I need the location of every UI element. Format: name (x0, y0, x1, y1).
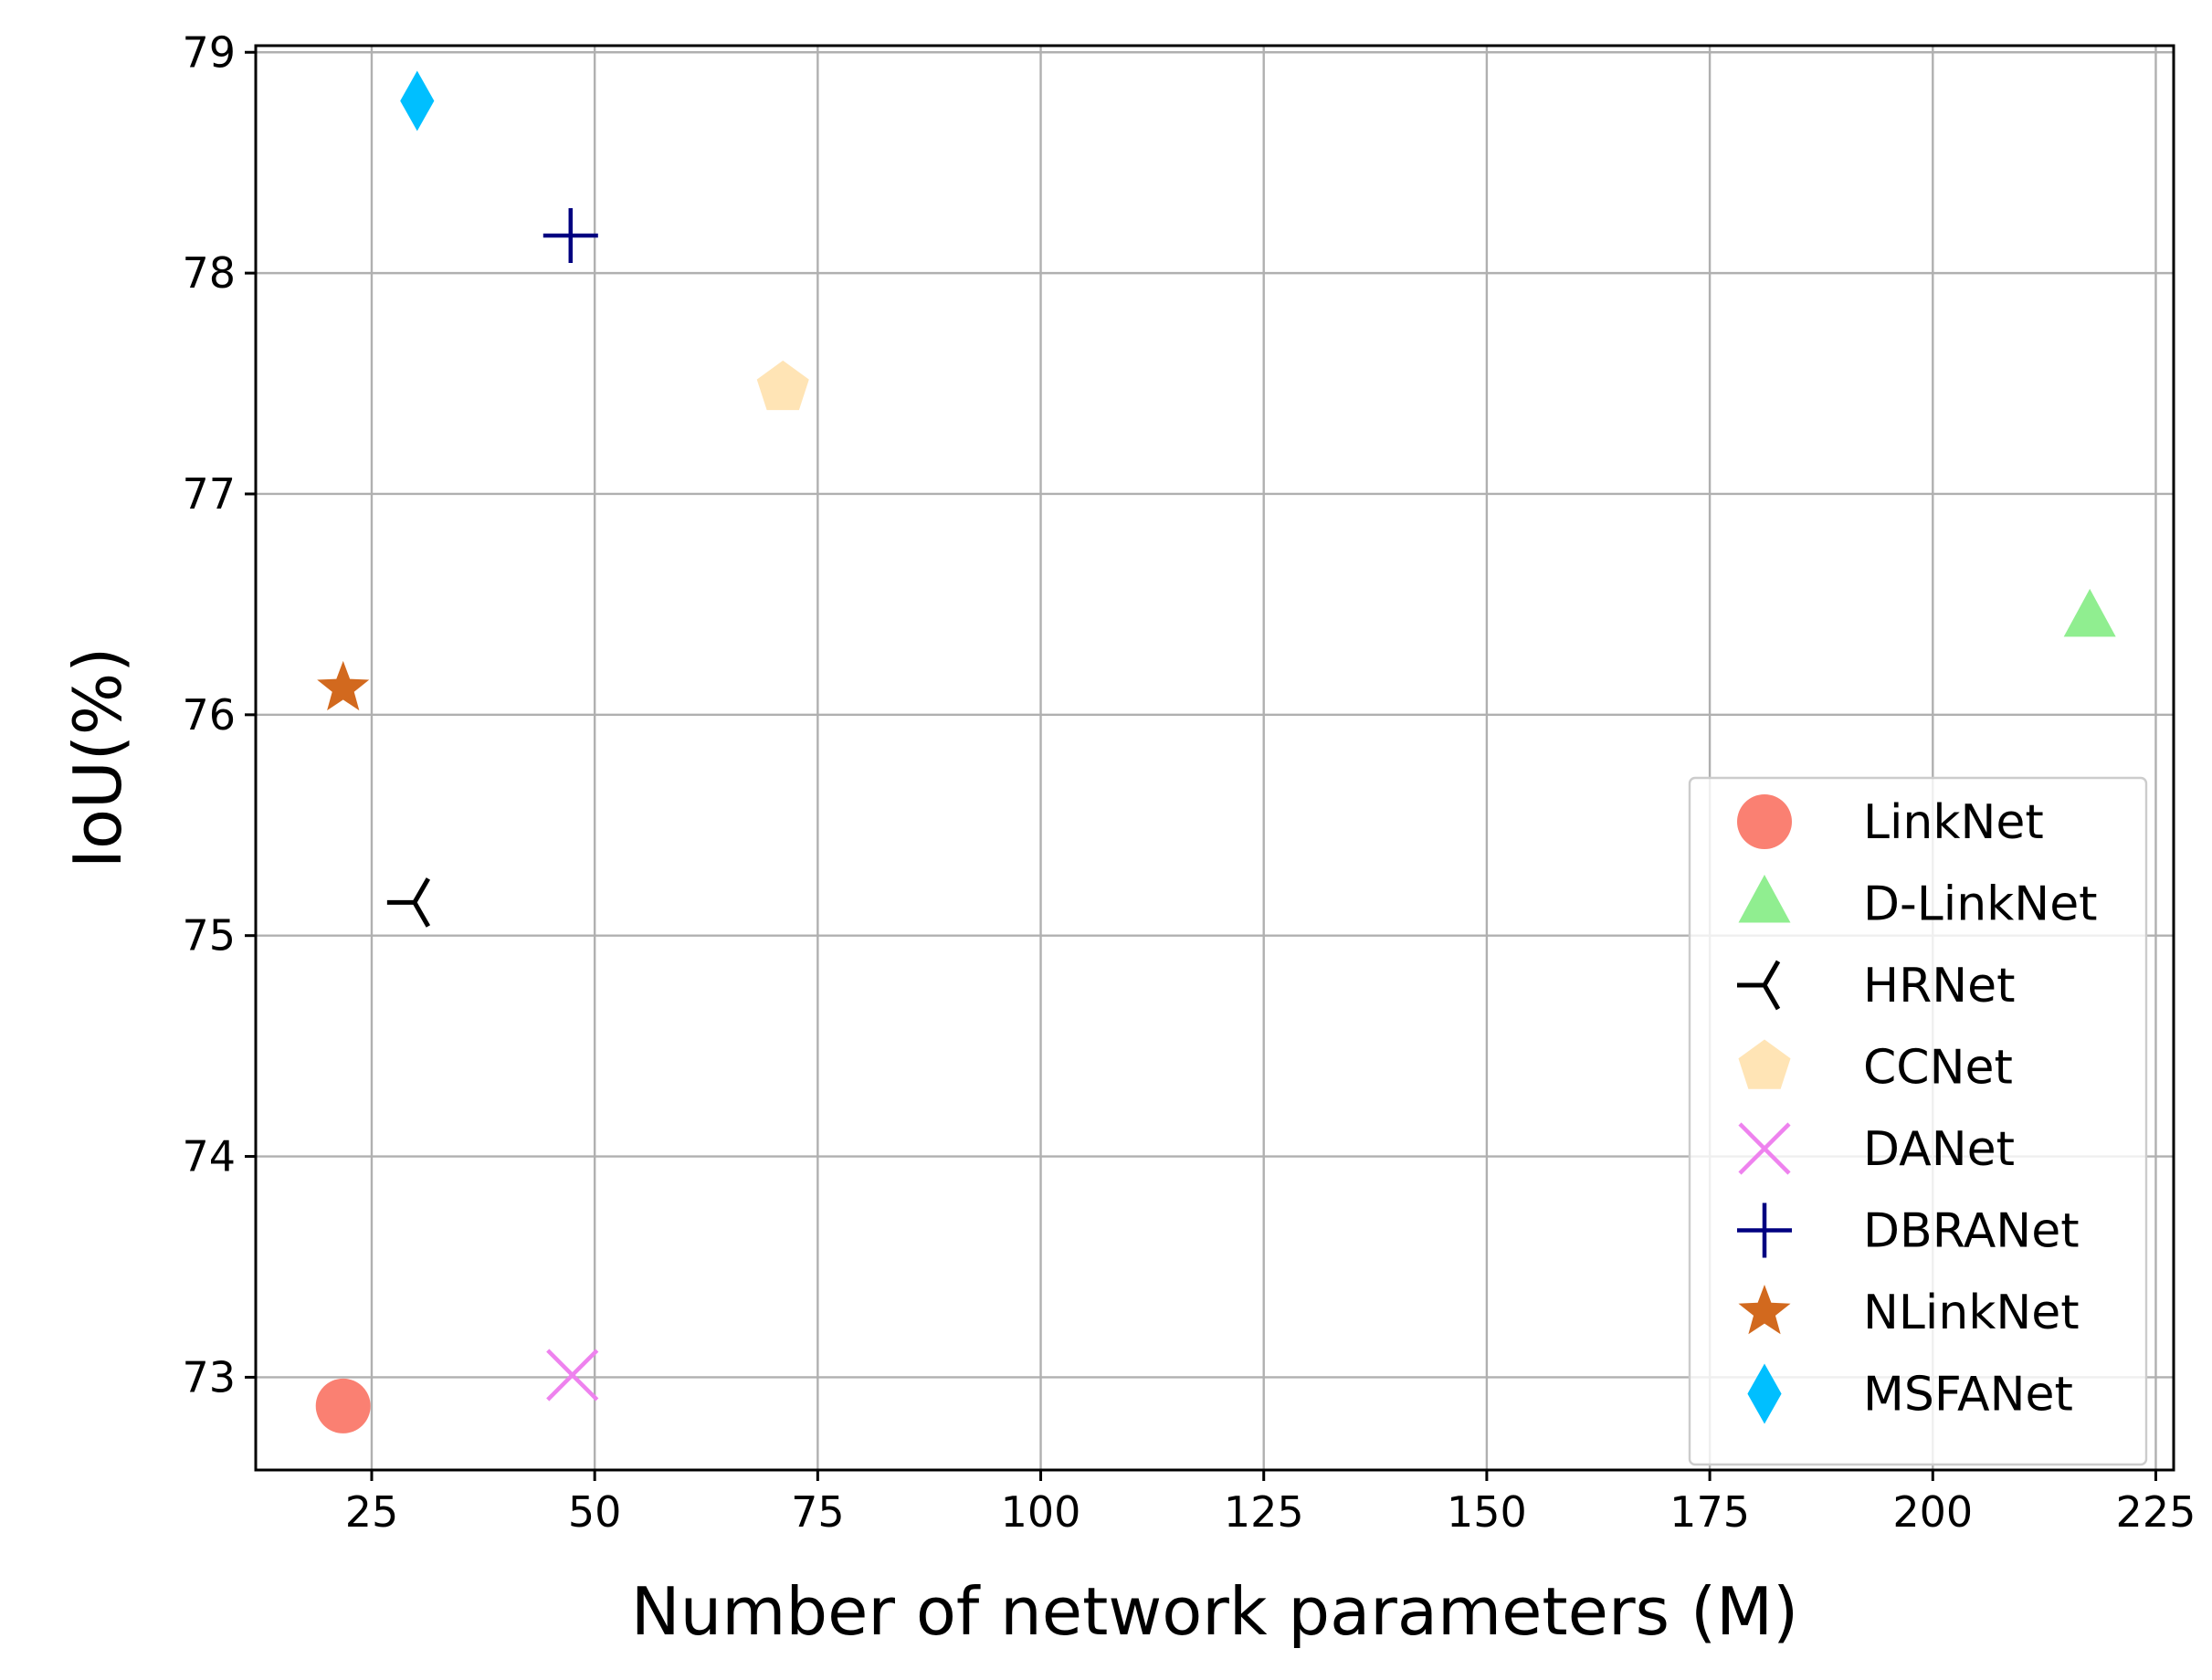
legend-item-msfanet: MSFANet (1747, 1363, 2073, 1424)
y-axis-label: IoU(%) (59, 647, 136, 869)
legend-item-ccnet: CCNet (1738, 1039, 2013, 1096)
point-ccnet (756, 360, 809, 411)
legend-label: DBRANet (1863, 1204, 2080, 1259)
legend-label: CCNet (1863, 1041, 2013, 1096)
point-d-linknet (2063, 588, 2116, 637)
point-linknet (315, 1378, 371, 1433)
legend-label: MSFANet (1863, 1368, 2073, 1423)
legend-item-d-linknet: D-LinkNet (1738, 875, 2098, 932)
x-tick-label: 25 (345, 1487, 399, 1537)
x-axis-label: Number of network parameters (M) (631, 1573, 1799, 1650)
legend-item-danet: DANet (1738, 1122, 2015, 1177)
legend-marker-dbranet (1737, 1202, 1792, 1258)
legend-marker-msfanet (1747, 1363, 1782, 1424)
y-tick-label: 78 (182, 248, 236, 298)
y-tick-label: 79 (182, 27, 236, 77)
y-tick-label: 73 (182, 1352, 236, 1402)
x-tick-label: 125 (1224, 1487, 1304, 1537)
grid (256, 46, 2174, 1470)
point-hrnet (386, 877, 431, 928)
point-dbranet (542, 208, 598, 263)
y-tick-label: 75 (182, 911, 236, 961)
point-nlinknet (317, 660, 370, 711)
legend-marker-hrnet (1737, 960, 1781, 1011)
x-tick-label: 150 (1447, 1487, 1527, 1537)
legend-label: NLinkNet (1863, 1286, 2080, 1340)
legend-item-hrnet: HRNet (1737, 959, 2016, 1013)
legend-label: HRNet (1863, 959, 2016, 1013)
legend-label: LinkNet (1863, 795, 2044, 850)
x-tick-label: 100 (1001, 1487, 1081, 1537)
plot-frame (254, 44, 2175, 1472)
y-tick-label: 74 (182, 1132, 236, 1181)
x-tick-label: 175 (1670, 1487, 1750, 1537)
point-danet (546, 1349, 599, 1402)
legend-marker-danet (1738, 1122, 1791, 1175)
x-tick-label: 225 (2116, 1487, 2196, 1537)
legend-marker-linknet (1737, 794, 1792, 849)
legend-frame (1688, 776, 2148, 1466)
legend-item-nlinknet: NLinkNet (1738, 1285, 2080, 1340)
x-tick-label: 50 (568, 1487, 622, 1537)
legend-label: D-LinkNet (1863, 877, 2098, 932)
y-tick-label: 76 (182, 690, 236, 740)
legend-item-dbranet: DBRANet (1737, 1202, 2080, 1259)
x-tick-label: 75 (791, 1487, 845, 1537)
legend-item-linknet: LinkNet (1737, 794, 2044, 850)
legend-label: DANet (1863, 1122, 2015, 1177)
legend-marker-nlinknet (1738, 1285, 1791, 1335)
data-points (315, 70, 2116, 1433)
legend-marker-ccnet (1738, 1039, 1791, 1089)
legend-marker-d-linknet (1738, 875, 1791, 923)
y-tick-label: 77 (182, 469, 236, 519)
axis-ticks: 25 50 75 100 125 150 175 200 225 73 74 75 76 77 78 79 (182, 27, 2196, 1537)
point-msfanet (400, 70, 435, 131)
x-tick-label: 200 (1892, 1487, 1973, 1537)
legend: LinkNet D-LinkNet HRNet CCNet DANet DBRANet NL… (1688, 776, 2148, 1466)
